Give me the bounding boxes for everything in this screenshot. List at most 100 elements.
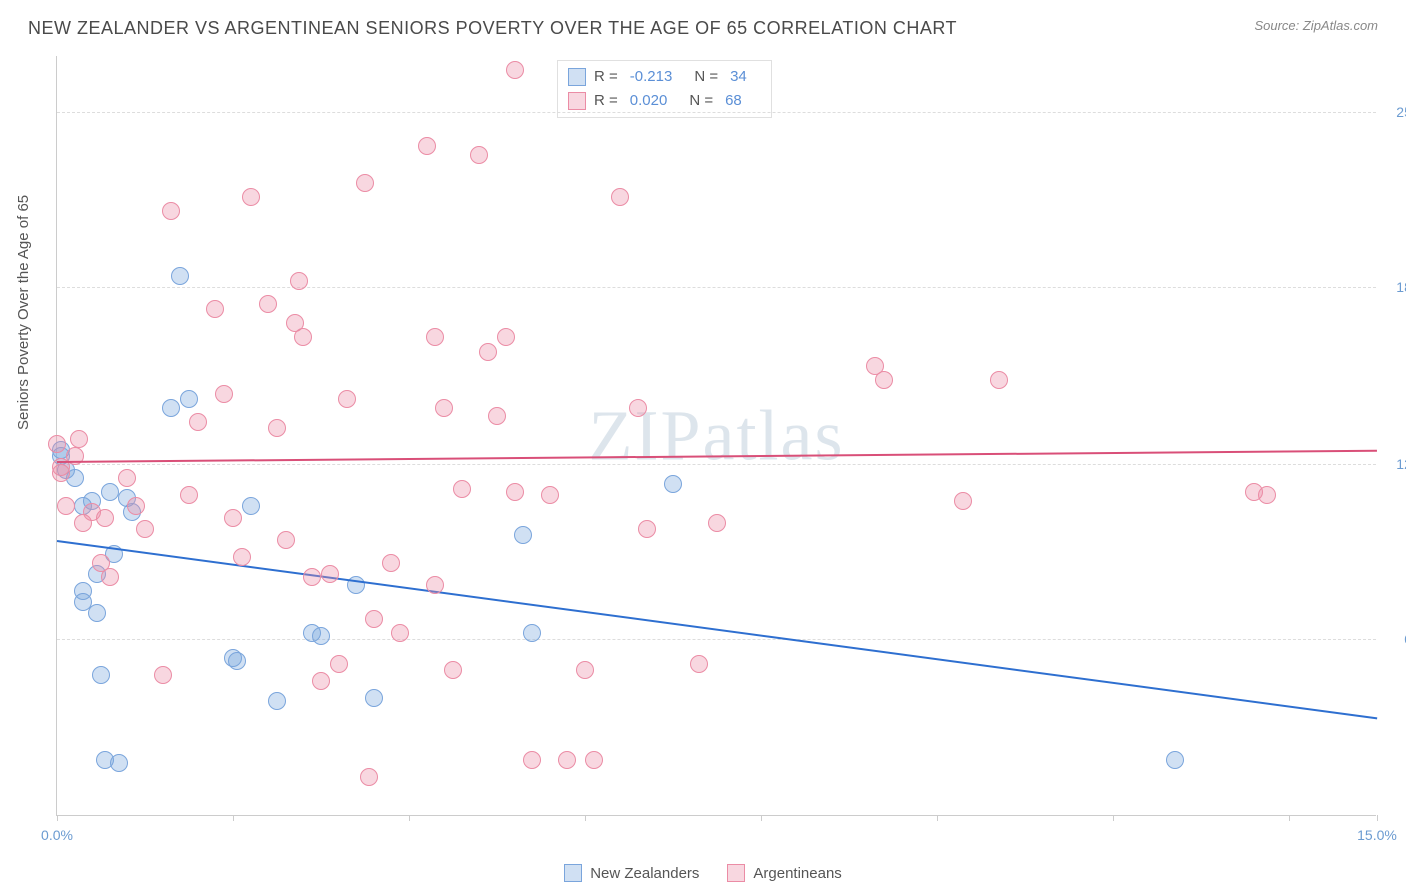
data-point — [290, 272, 308, 290]
data-point — [638, 520, 656, 538]
data-point — [514, 526, 532, 544]
data-point — [228, 652, 246, 670]
n-label: N = — [694, 65, 718, 89]
n-label: N = — [689, 89, 713, 113]
r-label: R = — [594, 65, 618, 89]
data-point — [259, 295, 277, 313]
data-point — [391, 624, 409, 642]
data-point — [479, 343, 497, 361]
series-legend: New Zealanders Argentineans — [0, 864, 1406, 886]
data-point — [990, 371, 1008, 389]
y-tick-label: 12.5% — [1381, 456, 1406, 472]
x-tick — [57, 815, 58, 821]
correlation-legend: R =-0.213N =34R =0.020N =68 — [557, 60, 772, 118]
data-point — [435, 399, 453, 417]
scatter-chart: ZIPatlas R =-0.213N =34R =0.020N =68 6.3… — [56, 56, 1376, 816]
data-point — [365, 610, 383, 628]
legend-item: New Zealanders — [564, 864, 699, 882]
x-tick — [937, 815, 938, 821]
gridline — [57, 639, 1376, 640]
data-point — [277, 531, 295, 549]
data-point — [426, 328, 444, 346]
data-point — [523, 624, 541, 642]
data-point — [338, 390, 356, 408]
data-point — [1166, 751, 1184, 769]
data-point — [382, 554, 400, 572]
data-point — [268, 692, 286, 710]
data-point — [312, 627, 330, 645]
data-point — [268, 419, 286, 437]
data-point — [356, 174, 374, 192]
data-point — [224, 509, 242, 527]
r-label: R = — [594, 89, 618, 113]
data-point — [233, 548, 251, 566]
data-point — [576, 661, 594, 679]
data-point — [312, 672, 330, 690]
data-point — [171, 267, 189, 285]
data-point — [154, 666, 172, 684]
data-point — [52, 464, 70, 482]
legend-swatch — [568, 92, 586, 110]
data-point — [57, 497, 75, 515]
data-point — [242, 497, 260, 515]
data-point — [558, 751, 576, 769]
y-tick-label: 25.0% — [1381, 104, 1406, 120]
data-point — [365, 689, 383, 707]
legend-label: Argentineans — [753, 865, 841, 882]
data-point — [162, 399, 180, 417]
data-point — [180, 390, 198, 408]
data-point — [954, 492, 972, 510]
x-tick — [409, 815, 410, 821]
data-point — [453, 480, 471, 498]
data-point — [162, 202, 180, 220]
data-point — [506, 483, 524, 501]
data-point — [96, 509, 114, 527]
data-point — [360, 768, 378, 786]
legend-swatch — [564, 864, 582, 882]
data-point — [629, 399, 647, 417]
x-tick-label: 0.0% — [41, 827, 73, 843]
data-point — [664, 475, 682, 493]
data-point — [708, 514, 726, 532]
data-point — [497, 328, 515, 346]
data-point — [180, 486, 198, 504]
data-point — [215, 385, 233, 403]
data-point — [303, 568, 321, 586]
legend-swatch — [568, 68, 586, 86]
legend-label: New Zealanders — [590, 865, 699, 882]
r-value: -0.213 — [630, 65, 673, 89]
data-point — [294, 328, 312, 346]
data-point — [189, 413, 207, 431]
data-point — [242, 188, 260, 206]
data-point — [585, 751, 603, 769]
data-point — [101, 568, 119, 586]
y-axis-label: Seniors Poverty Over the Age of 65 — [15, 195, 32, 430]
data-point — [690, 655, 708, 673]
data-point — [110, 754, 128, 772]
legend-item: Argentineans — [727, 864, 841, 882]
y-tick-label: 18.8% — [1381, 279, 1406, 295]
gridline — [57, 112, 1376, 113]
data-point — [118, 469, 136, 487]
data-point — [48, 435, 66, 453]
data-point — [92, 666, 110, 684]
x-tick-label: 15.0% — [1357, 827, 1397, 843]
data-point — [418, 137, 436, 155]
x-tick — [233, 815, 234, 821]
data-point — [321, 565, 339, 583]
data-point — [127, 497, 145, 515]
data-point — [101, 483, 119, 501]
trend-line — [57, 540, 1377, 719]
chart-header: NEW ZEALANDER VS ARGENTINEAN SENIORS POV… — [28, 18, 1378, 48]
x-tick — [585, 815, 586, 821]
n-value: 34 — [730, 65, 747, 89]
legend-stat-row: R =0.020N =68 — [568, 89, 761, 113]
data-point — [470, 146, 488, 164]
data-point — [523, 751, 541, 769]
data-point — [330, 655, 348, 673]
data-point — [136, 520, 154, 538]
r-value: 0.020 — [630, 89, 668, 113]
trend-line — [57, 450, 1377, 463]
x-tick — [1113, 815, 1114, 821]
legend-swatch — [727, 864, 745, 882]
